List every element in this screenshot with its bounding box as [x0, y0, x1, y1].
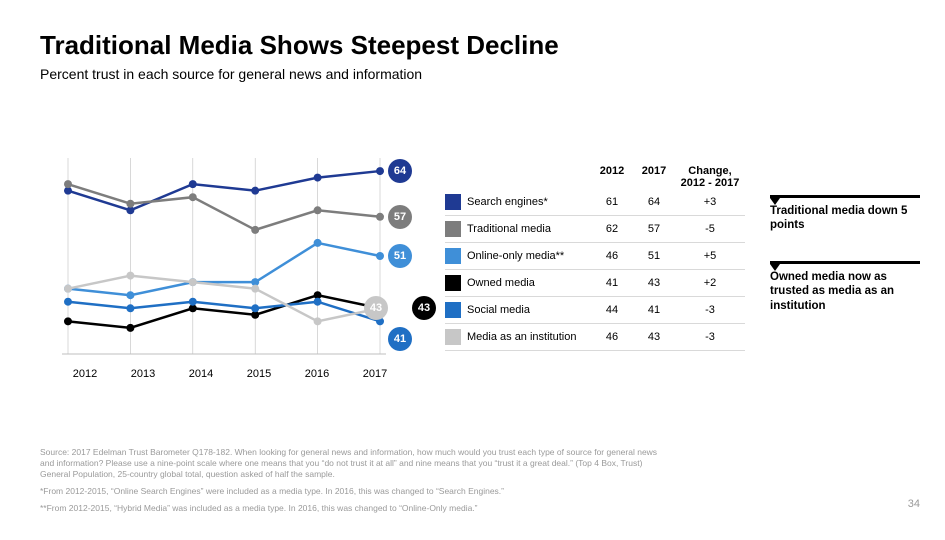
chart-svg [40, 150, 420, 360]
callouts: Traditional media down 5 points Owned med… [770, 195, 920, 341]
row-label: Owned media [467, 277, 591, 290]
table-row: Online-only media**4651+5 [445, 243, 745, 270]
page-number: 34 [908, 498, 920, 510]
callout-text: Owned media now as trusted as media as a… [770, 270, 920, 313]
table-row: Search engines*6164+3 [445, 189, 745, 216]
footer-p2: *From 2012-2015, “Online Search Engines”… [40, 486, 660, 497]
row-label: Social media [467, 304, 591, 317]
row-y1: 61 [591, 196, 633, 208]
series-end-bubble: 43 [412, 296, 436, 320]
row-y2: 43 [633, 277, 675, 289]
col-change: Change,2012 - 2017 [675, 165, 745, 189]
table-row: Social media4441-3 [445, 297, 745, 324]
row-change: +2 [675, 277, 745, 289]
callout-text: Traditional media down 5 points [770, 204, 920, 233]
row-y1: 62 [591, 223, 633, 235]
swatch [445, 194, 461, 210]
row-y1: 46 [591, 250, 633, 262]
swatch [445, 302, 461, 318]
chart-x-axis: 2012 2013 2014 2015 2016 2017 [40, 368, 420, 380]
x-axis-label: 2017 [350, 368, 400, 380]
page-title: Traditional Media Shows Steepest Decline [40, 30, 559, 61]
callout-marker [770, 261, 920, 264]
row-y2: 57 [633, 223, 675, 235]
row-y1: 44 [591, 304, 633, 316]
x-axis-label: 2013 [118, 368, 168, 380]
row-change: -3 [675, 331, 745, 343]
swatch [445, 275, 461, 291]
swatch [445, 329, 461, 345]
trust-line-chart: 201220132014201520162017 645751434143 [40, 150, 420, 400]
swatch [445, 248, 461, 264]
x-axis-label: 2014 [176, 368, 226, 380]
row-y2: 41 [633, 304, 675, 316]
row-label: Traditional media [467, 223, 591, 236]
callout: Owned media now as trusted as media as a… [770, 261, 920, 313]
row-y2: 43 [633, 331, 675, 343]
footer-p3: **From 2012-2015, “Hybrid Media” was inc… [40, 503, 660, 514]
table-row: Media as an institution4643-3 [445, 324, 745, 351]
series-end-bubble: 57 [388, 205, 412, 229]
trust-table: 2012 2017 Change,2012 - 2017 Search engi… [445, 165, 745, 351]
footer-source: Source: 2017 Edelman Trust Barometer Q17… [40, 447, 660, 520]
col-2017: 2017 [633, 165, 675, 189]
row-y2: 64 [633, 196, 675, 208]
row-change: +5 [675, 250, 745, 262]
row-y1: 46 [591, 331, 633, 343]
swatch [445, 221, 461, 237]
row-label: Online-only media** [467, 250, 591, 263]
table-row: Traditional media6257-5 [445, 216, 745, 243]
x-axis-label: 2012 [60, 368, 110, 380]
row-y2: 51 [633, 250, 675, 262]
page-subtitle: Percent trust in each source for general… [40, 66, 422, 82]
row-y1: 41 [591, 277, 633, 289]
x-axis-label: 2016 [292, 368, 342, 380]
series-end-bubble: 64 [388, 159, 412, 183]
row-change: -5 [675, 223, 745, 235]
footer-p1: Source: 2017 Edelman Trust Barometer Q17… [40, 447, 660, 480]
row-change: +3 [675, 196, 745, 208]
table-row: Owned media4143+2 [445, 270, 745, 297]
x-axis-label: 2015 [234, 368, 284, 380]
table-body: Search engines*6164+3Traditional media62… [445, 189, 745, 351]
table-header: 2012 2017 Change,2012 - 2017 [445, 165, 745, 189]
series-end-bubble: 51 [388, 244, 412, 268]
row-change: -3 [675, 304, 745, 316]
callout-marker [770, 195, 920, 198]
col-2012: 2012 [591, 165, 633, 189]
row-label: Media as an institution [467, 331, 591, 344]
row-label: Search engines* [467, 196, 591, 209]
callout: Traditional media down 5 points [770, 195, 920, 233]
